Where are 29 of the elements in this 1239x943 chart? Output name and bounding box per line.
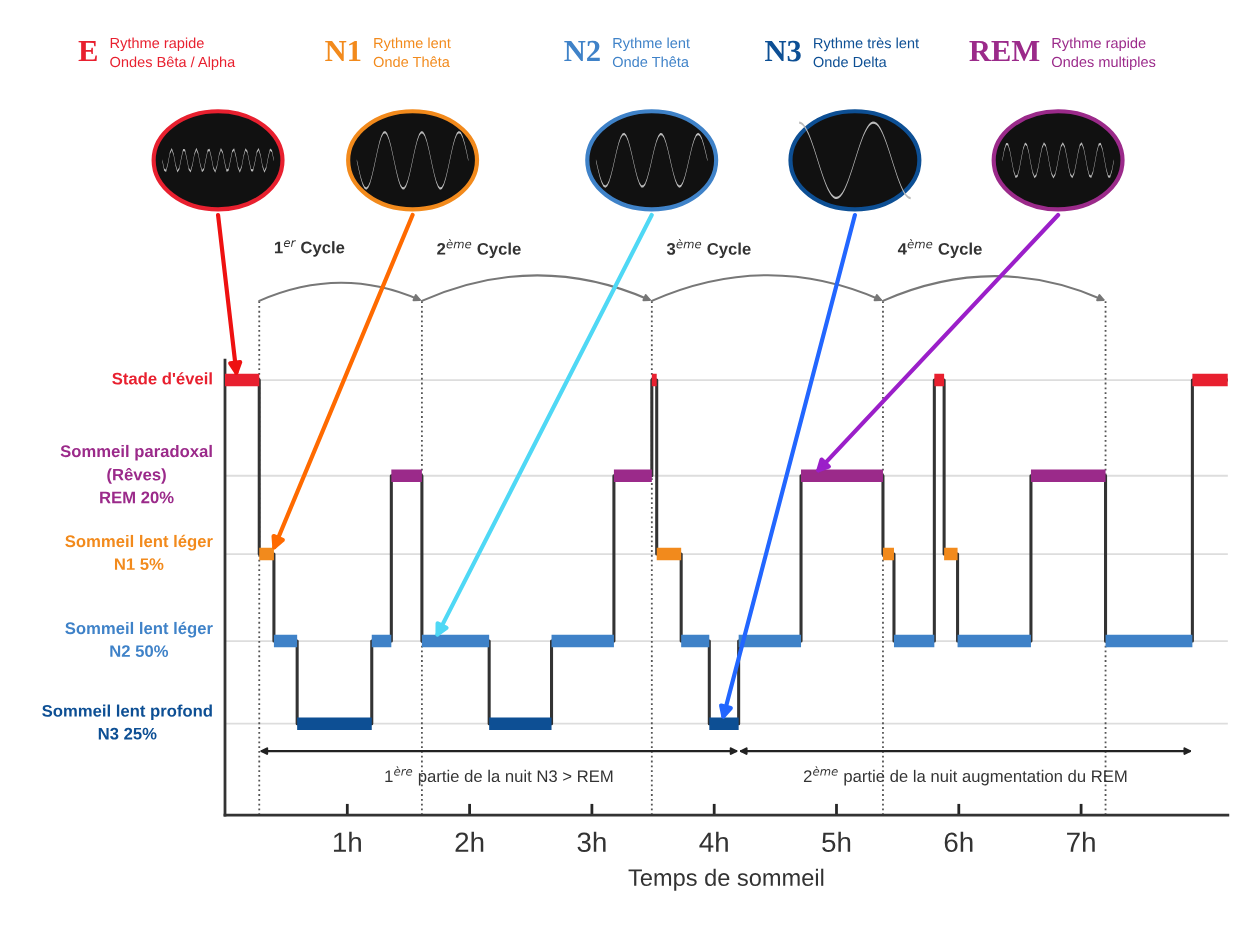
x-tick-label: 4h (699, 831, 728, 852)
text: Rythme lent Onde Thêta (612, 37, 690, 68)
text: N3 (765, 40, 801, 62)
x-tick-label: 3h (577, 831, 606, 853)
text: Rythme rapide Ondes multiples (1051, 37, 1156, 70)
text: Rythme lent Onde Thêta (373, 37, 451, 68)
x-tick-label: 2h (455, 831, 484, 852)
ref-line-label: 4$^{ème}$ Cycle (897, 238, 982, 259)
x-axis-title: Temps de sommeil (628, 868, 824, 891)
text: N1 (325, 40, 361, 62)
text: Rythme rapide Ondes Bêta / Alpha (110, 37, 236, 71)
ref-line-label: Sommeil paradoxal (Rêves) REM 20% (60, 444, 212, 504)
ref-line-label: 3$^{ème}$ Cycle (666, 238, 751, 259)
x-tick-label: 1h (333, 831, 361, 852)
ref-line-label: 2$^{ème}$ Cycle (437, 238, 521, 259)
x-tick-label: 6h (944, 831, 973, 853)
ref-line-label: Sommeil lent profond N3 25% (42, 704, 212, 740)
ref-line-label: Stade d'éveil (112, 372, 212, 385)
annotation: 1$^{ère}$ partie de la nuit N3 > REM (385, 766, 613, 786)
x-tick-label: 5h (822, 831, 851, 853)
annotation: 2$^{ème}$ partie de la nuit augmentation du REM (803, 766, 1127, 786)
x-tick-label: 7h (1067, 831, 1095, 852)
text: REM (969, 41, 1040, 62)
ref-line-label: Sommeil lent léger N2 50% (65, 621, 213, 658)
ref-line-label: Sommeil lent léger N1 5% (65, 534, 213, 571)
text: N2 (564, 40, 600, 62)
text: Rythme très lent Onde Delta (813, 37, 919, 68)
ref-line-label: 1$^{er}$ Cycle (274, 240, 345, 257)
text: E (78, 41, 97, 62)
